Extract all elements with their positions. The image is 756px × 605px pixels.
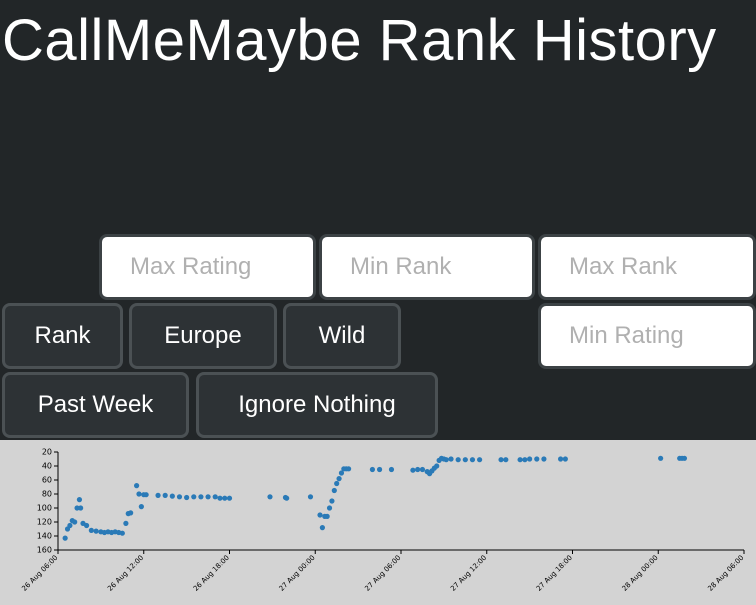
data-point	[345, 466, 352, 472]
data-point	[226, 495, 233, 501]
data-point	[443, 457, 449, 463]
data-point	[329, 498, 335, 504]
y-tick-label: 120	[37, 518, 52, 527]
data-point	[462, 457, 468, 463]
data-point	[517, 457, 523, 463]
period-button[interactable]: Past Week	[2, 372, 189, 438]
data-point	[336, 476, 342, 482]
data-point	[123, 520, 129, 526]
data-point	[222, 495, 228, 501]
region-button-label: Europe	[164, 322, 242, 349]
page-title: CallMeMaybe Rank History	[2, 8, 717, 73]
x-tick-label: 27 Aug 00:00	[278, 554, 317, 593]
x-tick-label: 26 Aug 12:00	[106, 554, 145, 593]
data-point	[388, 466, 395, 473]
data-point	[498, 457, 504, 463]
data-point	[72, 519, 78, 525]
data-point	[184, 494, 190, 501]
data-point	[198, 494, 204, 500]
data-point	[169, 493, 175, 499]
data-point	[469, 457, 476, 463]
data-point	[307, 494, 314, 500]
data-point	[331, 487, 337, 494]
data-point	[317, 512, 323, 518]
x-tick-label: 27 Aug 12:00	[449, 554, 488, 593]
data-point	[319, 525, 325, 531]
data-point	[74, 505, 80, 511]
region-button[interactable]: Europe	[129, 303, 277, 369]
y-tick-label: 40	[42, 462, 52, 471]
data-point	[134, 483, 140, 489]
y-tick-label: 100	[37, 504, 52, 513]
data-point	[143, 492, 149, 498]
mode-button-label: Wild	[318, 322, 366, 349]
data-point	[162, 492, 168, 498]
ignore-button[interactable]: Ignore Nothing	[196, 372, 438, 438]
data-point	[176, 494, 183, 500]
rank-history-chart: 20 40 60 80 100 120 140 160 26 Aug 06:00 26 Aug 1…	[0, 440, 756, 605]
data-point	[136, 491, 142, 497]
x-tick-label: 27 Aug 18:00	[535, 554, 574, 593]
data-point	[138, 504, 144, 510]
data-point	[326, 505, 333, 511]
data-point	[76, 497, 83, 503]
data-point	[88, 527, 94, 533]
data-point	[448, 456, 454, 462]
data-point	[78, 505, 84, 511]
data-point	[217, 495, 223, 501]
max-rating-input[interactable]	[99, 234, 316, 300]
data-point	[522, 457, 528, 463]
data-point	[419, 466, 426, 473]
data-point	[191, 494, 197, 500]
data-point	[557, 456, 564, 462]
data-point	[128, 510, 134, 516]
x-tick-label: 26 Aug 18:00	[192, 554, 231, 593]
data-point	[62, 535, 68, 541]
ignore-button-label: Ignore Nothing	[238, 391, 396, 418]
data-point	[410, 467, 416, 473]
rank-button-label: Rank	[34, 322, 91, 349]
x-tick-label: 26 Aug 06:00	[20, 554, 59, 593]
data-point	[212, 494, 218, 500]
data-point	[93, 528, 99, 534]
data-point	[324, 513, 330, 519]
data-point	[284, 495, 290, 501]
data-point	[338, 470, 345, 476]
min-rank-input[interactable]	[319, 234, 535, 300]
x-tick-label: 27 Aug 06:00	[363, 554, 402, 593]
x-tick-label: 28 Aug 00:00	[621, 554, 660, 593]
data-point	[541, 456, 547, 462]
data-point	[334, 480, 340, 487]
y-tick-label: 60	[42, 476, 52, 485]
y-tick-label: 160	[37, 546, 52, 555]
y-tick-label: 80	[42, 490, 52, 499]
data-point	[369, 466, 376, 473]
data-point	[83, 522, 90, 529]
max-rank-input[interactable]	[538, 234, 756, 300]
data-point	[658, 455, 664, 461]
min-rating-input[interactable]	[538, 303, 756, 369]
mode-button[interactable]: Wild	[283, 303, 401, 369]
data-point	[503, 457, 509, 463]
data-point	[267, 494, 273, 500]
data-point	[681, 455, 688, 461]
data-point	[155, 492, 161, 498]
y-tick-label: 20	[42, 448, 52, 457]
data-point	[119, 530, 125, 536]
data-point	[527, 456, 533, 462]
data-point	[562, 456, 568, 462]
data-point	[205, 494, 211, 500]
data-point	[534, 456, 540, 462]
period-button-label: Past Week	[37, 391, 154, 418]
data-point	[434, 463, 440, 469]
data-point	[67, 522, 73, 529]
x-tick-label: 28 Aug 06:00	[706, 554, 745, 593]
data-point	[477, 457, 483, 463]
data-point	[455, 457, 461, 463]
y-tick-label: 140	[37, 532, 52, 541]
data-point	[415, 466, 421, 473]
data-point	[376, 466, 383, 473]
rank-button[interactable]: Rank	[2, 303, 123, 369]
